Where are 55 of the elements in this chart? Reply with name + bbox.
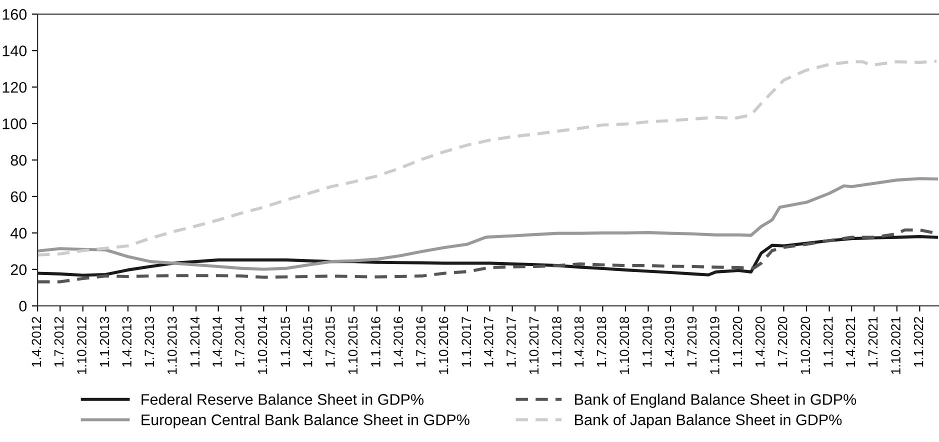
x-tick-label: 1.4.2019	[664, 316, 674, 367]
y-tick-label: 20	[10, 264, 27, 276]
y-tick-label: 0	[19, 300, 27, 312]
x-tick-label: 1.1.2015	[280, 316, 290, 367]
x-tick-label: 1.10.2018	[620, 316, 630, 374]
x-tick-label: 1.10.2015	[348, 316, 358, 374]
x-tick-label: 1.7.2012	[54, 316, 64, 367]
x-tick-label: 1.4.2016	[394, 316, 403, 367]
y-tick-label: 140	[2, 45, 27, 56]
x-tick-label: 1.1.2017	[462, 316, 472, 367]
legend-label: Bank of Japan Balance Sheet in GDP%	[575, 414, 842, 428]
x-tick-label: 1.10.2019	[710, 316, 720, 374]
y-tick-label: 120	[2, 82, 27, 93]
x-tick-label: 1.4.2017	[484, 316, 494, 367]
x-tick-label: 1.4.2021	[846, 316, 856, 367]
legend-label: Bank of England Balance Sheet in GDP%	[575, 394, 856, 408]
x-tick-label: 1.1.2014	[190, 316, 200, 367]
x-tick-label: 1.10.2021	[891, 316, 900, 374]
x-tick-label: 1.4.2014	[212, 316, 222, 367]
y-tick-label: 160	[2, 9, 27, 20]
x-tick-label: 1.10.2016	[438, 316, 448, 374]
x-tick-label: 1.1.2013	[100, 316, 110, 367]
x-tick-label: 1.7.2019	[687, 316, 697, 367]
x-tick-label: 1.7.2013	[144, 316, 154, 367]
y-tick-label: 60	[10, 191, 27, 202]
x-tick-label: 1.4.2015	[302, 316, 312, 367]
x-tick-label: 1.7.2017	[506, 316, 516, 367]
x-tick-label: 1.10.2012	[77, 316, 86, 374]
x-tick-label: 1.1.2022	[914, 316, 924, 367]
x-tick-label: 1.10.2014	[258, 316, 268, 374]
x-tick-label: 1.7.2018	[596, 316, 606, 367]
x-tick-label: 1.7.2016	[416, 316, 426, 367]
x-tick-label: 1.4.2020	[755, 316, 765, 367]
x-tick-label: 1.7.2021	[868, 316, 878, 367]
legend-label: European Central Bank Balance Sheet in GDP%	[142, 414, 470, 428]
y-tick-label: 80	[10, 154, 27, 166]
x-tick-label: 1.1.2019	[642, 316, 652, 367]
legend-label: Federal Reserve Balance Sheet in GDP%	[142, 394, 424, 405]
x-tick-label: 1.1.2020	[732, 316, 742, 367]
x-tick-label: 1.4.2012	[32, 316, 42, 367]
line-series	[38, 177, 938, 271]
x-tick-label: 1.10.2017	[529, 316, 539, 374]
x-tick-label: 1.1.2016	[371, 316, 380, 367]
x-tick-label: 1.4.2013	[122, 316, 132, 367]
y-tick-label: 100	[2, 118, 27, 130]
y-tick-label: 40	[10, 228, 27, 239]
x-tick-label: 1.1.2018	[552, 316, 562, 367]
x-tick-label: 1.7.2014	[235, 316, 244, 367]
x-tick-label: 1.7.2020	[778, 316, 788, 367]
x-tick-label: 1.7.2015	[325, 316, 335, 367]
x-tick-label: 1.1.2021	[823, 316, 833, 367]
x-tick-label: 1.10.2020	[800, 316, 810, 374]
x-tick-label: 1.10.2013	[167, 316, 177, 374]
line-series	[38, 60, 938, 257]
x-tick-label: 1.4.2018	[574, 316, 584, 367]
